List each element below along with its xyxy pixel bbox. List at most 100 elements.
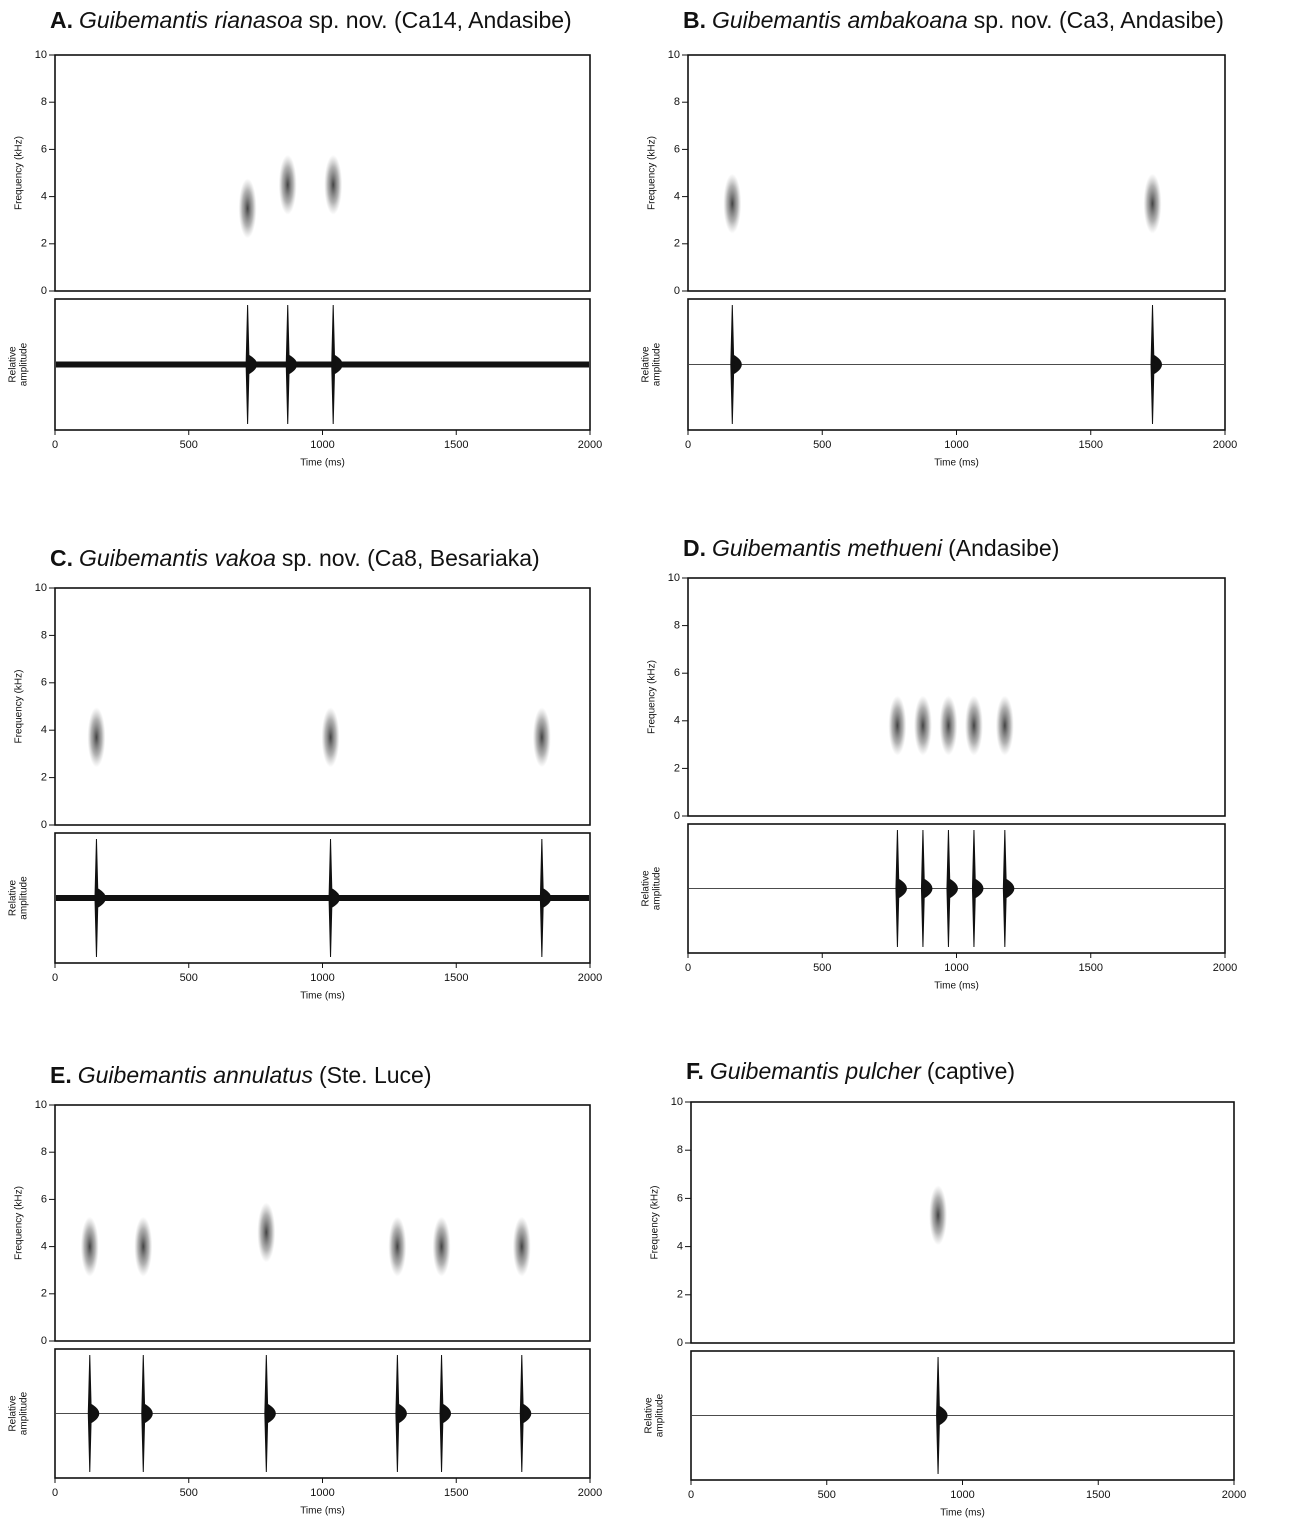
x-tick-label: 500 [180,439,198,451]
waveform-pulse [971,829,984,948]
spectrogram-frame [54,54,591,292]
waveform-label: Relative [641,346,652,383]
waveform-pulse [946,829,958,948]
y-tick-label: 8 [674,96,680,108]
waveform-label: amplitude [655,1393,666,1437]
panel: C. Guibemantis vakoa sp. nov. (Ca8, Besari… [8,545,603,1002]
x-tick-label: 0 [52,439,58,451]
y-tick-label: 10 [668,572,680,584]
panel: B. Guibemantis ambakoana sp. nov. (Ca3, An… [641,7,1238,469]
waveform-label: Relative [8,1395,19,1432]
waveform-pulse [395,1354,407,1473]
y-tick-label: 0 [41,285,47,297]
y-tick-label: 4 [41,1241,47,1253]
call-note [532,707,551,768]
waveform-pulse [730,304,742,425]
y-tick-label: 2 [677,1289,683,1301]
spectrogram-frame [687,577,1226,817]
y-tick-label: 6 [41,143,47,155]
waveform-pulse [936,1356,948,1475]
call-note [324,154,343,215]
x-tick-label: 1500 [444,972,468,984]
waveform-label: Relative [644,1397,655,1434]
x-tick-label: 2000 [578,972,602,984]
x-tick-label: 0 [688,1489,694,1501]
waveform-label: amplitude [652,342,663,386]
x-axis-label: Time (ms) [940,1508,985,1519]
x-tick-label: 1500 [444,1487,468,1499]
spectrogram-frame [54,1104,591,1342]
x-tick-label: 1000 [944,439,968,451]
x-axis-label: Time (ms) [934,981,979,992]
y-tick-label: 2 [41,1288,47,1300]
y-tick-label: 0 [41,1335,47,1347]
x-tick-label: 1000 [944,962,968,974]
panel: D. Guibemantis methueni (Andasibe) 0 2 4 6 8 10 F… [641,535,1238,992]
y-axis-label: Frequency (kHz) [14,136,25,210]
y-axis-label: Frequency (kHz) [14,670,25,744]
call-note [278,154,297,215]
waveform-pulse [264,1354,276,1473]
x-tick-label: 0 [685,439,691,451]
x-tick-label: 500 [180,972,198,984]
call-note [512,1216,531,1277]
call-note [913,695,932,756]
panel: E. Guibemantis annulatus (Ste. Luce) 0 2 4 6 8 1… [8,1062,603,1517]
x-tick-label: 500 [818,1489,836,1501]
call-note [80,1216,99,1277]
y-tick-label: 10 [35,1099,47,1111]
waveform-label: amplitude [19,342,30,386]
x-tick-label: 0 [52,972,58,984]
x-tick-label: 1500 [444,439,468,451]
x-tick-label: 2000 [1213,962,1237,974]
x-axis-label: Time (ms) [300,1506,345,1517]
panel-title: E. Guibemantis annulatus (Ste. Luce) [50,1062,432,1088]
x-tick-label: 1500 [1086,1489,1110,1501]
y-tick-label: 8 [41,629,47,641]
x-tick-label: 500 [813,439,831,451]
waveform-pulse [895,829,907,948]
title-label: F. [686,1058,704,1084]
panel-title: B. Guibemantis ambakoana sp. nov. (Ca3, An… [683,7,1224,33]
y-tick-label: 8 [677,1144,683,1156]
y-tick-label: 6 [41,677,47,689]
title-label: A. [50,7,73,33]
title-label: E. [50,1062,72,1088]
waveform-pulse [87,1354,100,1473]
y-tick-label: 0 [677,1337,683,1349]
spectrogram-frame [54,587,591,826]
x-tick-label: 1000 [310,439,334,451]
call-note [1143,173,1162,234]
panel-title: C. Guibemantis vakoa sp. nov. (Ca8, Besari… [50,545,540,571]
panel: A. Guibemantis rianasoa sp. nov. (Ca14, An… [8,7,603,469]
title-species: Guibemantis ambakoana [712,7,968,33]
x-tick-label: 2000 [1222,1489,1246,1501]
call-note [723,173,742,234]
call-note [87,707,106,768]
call-note [964,695,983,756]
call-note [257,1202,276,1263]
waveform-pulse [141,1354,153,1473]
y-tick-label: 10 [35,49,47,61]
title-rest: sp. nov. (Ca8, Besariaka) [282,545,540,571]
x-axis-label: Time (ms) [300,458,345,469]
waveform-pulse [539,838,552,958]
y-tick-label: 6 [677,1192,683,1204]
x-tick-label: 500 [180,1487,198,1499]
waveform-pulse [1150,304,1162,425]
x-tick-label: 1500 [1079,439,1103,451]
x-tick-label: 0 [52,1487,58,1499]
y-tick-label: 10 [668,49,680,61]
x-tick-label: 2000 [578,1487,602,1499]
call-note [929,1185,948,1246]
waveform-pulse [920,829,933,948]
waveform-pulse [94,838,106,958]
y-tick-label: 4 [674,715,680,727]
title-label: C. [50,545,73,571]
waveform-pulse [331,304,343,425]
title-rest: sp. nov. (Ca3, Andasibe) [974,7,1224,33]
call-note [134,1216,153,1277]
y-axis-label: Frequency (kHz) [650,1186,661,1260]
y-tick-label: 4 [41,191,47,203]
y-tick-label: 6 [674,143,680,155]
